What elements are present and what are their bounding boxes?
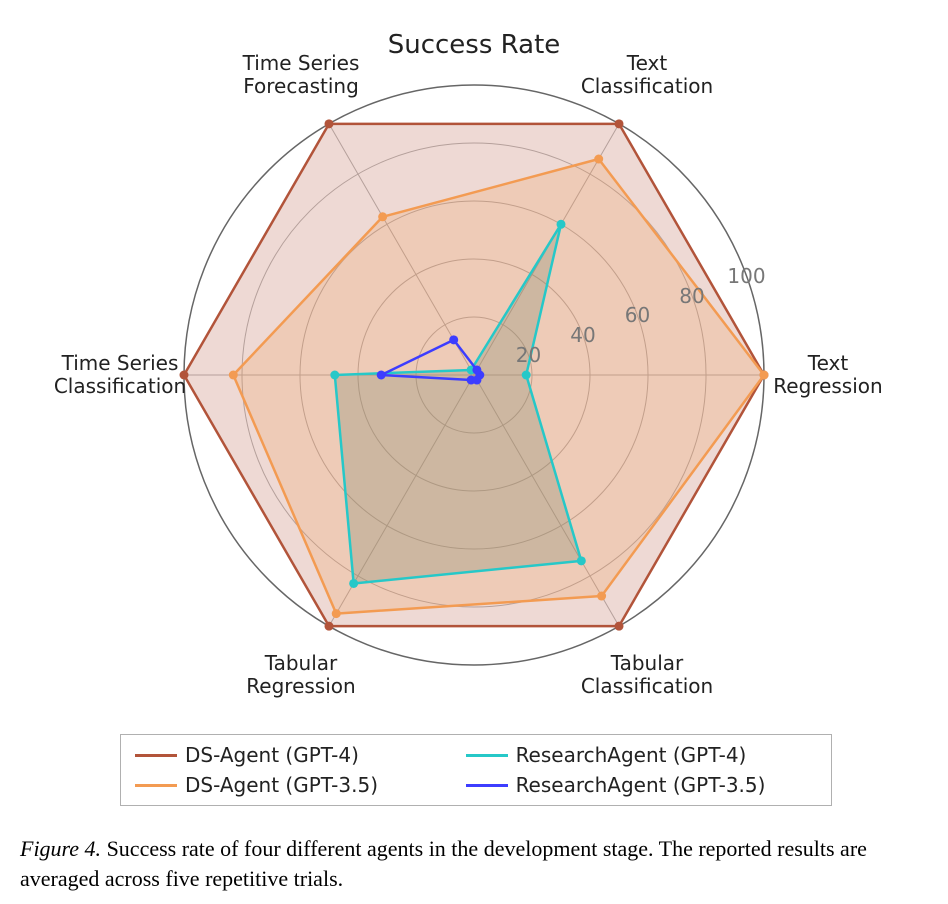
figure-caption: Figure 4. Success rate of four different… bbox=[20, 834, 930, 893]
caption-text: Success rate of four different agents in… bbox=[20, 836, 867, 891]
axis-label: Time SeriesClassification bbox=[54, 352, 186, 398]
legend-entry: DS-Agent (GPT-3.5) bbox=[135, 773, 430, 797]
legend-entry: ResearchAgent (GPT-3.5) bbox=[466, 773, 817, 797]
axis-label: TextRegression bbox=[773, 352, 882, 398]
legend-swatch bbox=[135, 754, 177, 757]
axis-label: TabularClassification bbox=[581, 652, 713, 698]
legend-swatch bbox=[135, 784, 177, 787]
radial-tick-label: 40 bbox=[570, 323, 595, 347]
radial-tick-label: 100 bbox=[727, 264, 765, 288]
axis-label: Time SeriesForecasting bbox=[243, 52, 360, 98]
chart-title: Success Rate bbox=[388, 30, 561, 60]
figure-container: DS-Agent (GPT-4) ResearchAgent (GPT-4) DS-… bbox=[0, 0, 948, 904]
legend-entry: ResearchAgent (GPT-4) bbox=[466, 743, 817, 767]
radial-tick-label: 60 bbox=[625, 303, 650, 327]
radial-tick-label: 80 bbox=[679, 284, 704, 308]
radial-tick-label: 20 bbox=[516, 343, 541, 367]
legend-label: ResearchAgent (GPT-4) bbox=[516, 743, 747, 767]
axis-label: TabularRegression bbox=[246, 652, 355, 698]
legend-swatch bbox=[466, 784, 508, 787]
caption-prefix: Figure 4. bbox=[20, 836, 101, 861]
legend-label: ResearchAgent (GPT-3.5) bbox=[516, 773, 766, 797]
legend-label: DS-Agent (GPT-4) bbox=[185, 743, 359, 767]
legend-label: DS-Agent (GPT-3.5) bbox=[185, 773, 378, 797]
axis-label: TextClassification bbox=[581, 52, 713, 98]
legend-entry: DS-Agent (GPT-4) bbox=[135, 743, 430, 767]
legend-swatch bbox=[466, 754, 508, 757]
legend: DS-Agent (GPT-4) ResearchAgent (GPT-4) DS-… bbox=[120, 734, 832, 806]
